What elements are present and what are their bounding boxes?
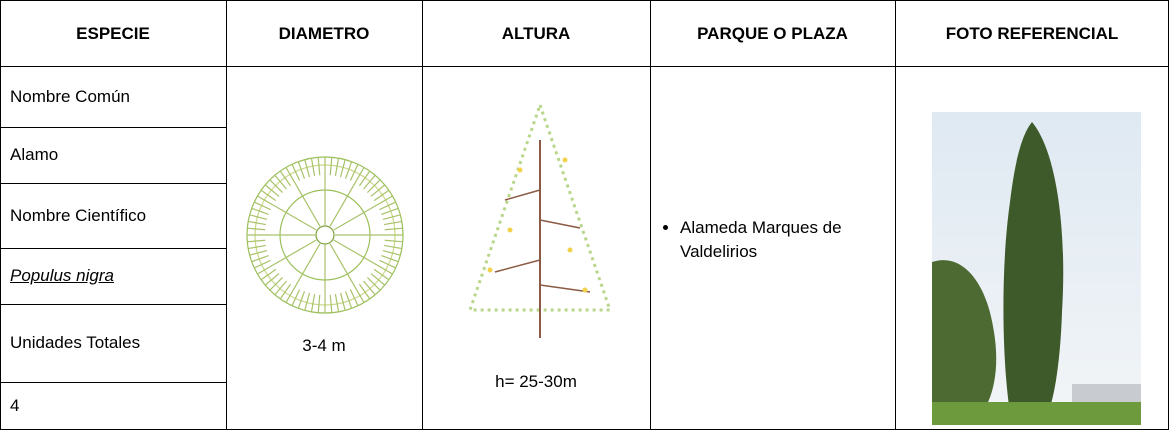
crown-stroke bbox=[333, 195, 393, 231]
crown-stroke bbox=[260, 189, 277, 202]
crown-stroke bbox=[304, 292, 311, 311]
crown-stroke bbox=[333, 239, 393, 275]
park-list: Alameda Marques de Valdelirios bbox=[650, 216, 920, 264]
crown-stroke bbox=[257, 239, 317, 275]
crown-stroke bbox=[310, 293, 316, 312]
crown-stroke bbox=[344, 291, 353, 309]
crown-stroke bbox=[339, 292, 346, 311]
crown-stroke bbox=[363, 280, 376, 296]
header-cell: ESPECIE bbox=[76, 23, 150, 43]
crown-stroke bbox=[254, 259, 271, 269]
crown-stroke bbox=[248, 220, 267, 226]
crown-stroke bbox=[379, 259, 396, 269]
crown-stroke bbox=[381, 207, 399, 216]
crown-stroke bbox=[373, 268, 390, 281]
crown-stroke bbox=[367, 277, 381, 291]
crown-stroke bbox=[370, 184, 386, 197]
crown-stroke bbox=[254, 201, 271, 211]
reference-photo bbox=[932, 112, 1141, 425]
crown-stroke bbox=[329, 167, 365, 227]
crown-stroke bbox=[334, 158, 340, 177]
crown-stroke bbox=[248, 244, 267, 250]
units-label: Unidades Totales bbox=[10, 333, 141, 352]
crown-stroke bbox=[358, 170, 371, 187]
crown-stroke bbox=[285, 167, 321, 227]
crown-stroke bbox=[264, 273, 280, 286]
crown-stroke bbox=[264, 184, 280, 197]
crown-stroke bbox=[251, 207, 269, 216]
crown-stroke bbox=[384, 239, 403, 243]
crown-stroke bbox=[349, 289, 359, 306]
crown-stroke bbox=[297, 291, 306, 309]
crown-stroke bbox=[382, 214, 401, 221]
crown-stroke bbox=[358, 283, 371, 300]
diameter: 3-4 m bbox=[302, 336, 346, 355]
scientific-name-label: Nombre Científico bbox=[10, 205, 147, 225]
crown-plan-drawing bbox=[246, 156, 404, 314]
crown-stroke bbox=[274, 174, 287, 190]
crown-stroke bbox=[379, 201, 396, 211]
crown-stroke bbox=[251, 254, 269, 263]
crown-stroke bbox=[334, 293, 340, 312]
crown-stroke bbox=[363, 174, 376, 190]
scientific-name: Populus nigra bbox=[10, 266, 114, 285]
crown-stroke bbox=[247, 227, 266, 231]
crown-stroke bbox=[297, 161, 306, 179]
crown-stroke bbox=[383, 220, 402, 226]
crown-stroke bbox=[370, 273, 386, 286]
crown-stroke bbox=[382, 249, 401, 256]
crown-stroke bbox=[317, 294, 321, 313]
crown-stroke bbox=[304, 159, 311, 178]
crown-stroke bbox=[274, 280, 287, 296]
crown-stroke bbox=[349, 164, 359, 181]
crown-stroke bbox=[247, 239, 266, 243]
crown-stroke bbox=[344, 161, 353, 179]
crown-stroke bbox=[383, 244, 402, 250]
header-cell: DIAMETRO bbox=[278, 23, 370, 43]
crown-stroke bbox=[329, 243, 365, 303]
crown-stroke bbox=[329, 294, 333, 313]
common-name-label: Nombre Común bbox=[10, 87, 130, 106]
header-cell: ALTURA bbox=[501, 23, 571, 43]
crown-stroke bbox=[279, 170, 292, 187]
crown-stroke bbox=[249, 214, 268, 221]
header-cell: PARQUE O PLAZA bbox=[697, 23, 848, 43]
crown-stroke bbox=[291, 289, 301, 306]
crown-stroke bbox=[257, 195, 317, 231]
crown-stroke bbox=[373, 189, 390, 202]
crown-stroke bbox=[260, 268, 277, 281]
crown-stroke bbox=[329, 157, 333, 176]
header-cell: FOTO REFERENCIAL bbox=[945, 23, 1119, 43]
crown-stroke bbox=[339, 159, 346, 178]
crown-stroke bbox=[249, 249, 268, 256]
park-item: Alameda Marques de Valdelirios bbox=[680, 216, 920, 264]
crown-stroke bbox=[285, 243, 321, 303]
crown-stroke bbox=[384, 227, 403, 231]
crown-stroke bbox=[310, 158, 316, 177]
crown-stroke bbox=[317, 157, 321, 176]
crown-stroke bbox=[291, 164, 301, 181]
units: 4 bbox=[10, 395, 20, 415]
crown-stroke bbox=[269, 277, 283, 291]
crown-stroke bbox=[367, 179, 381, 193]
height: h= 25-30m bbox=[495, 372, 577, 391]
crown-stroke bbox=[269, 179, 283, 193]
common-name: Alamo bbox=[10, 145, 59, 164]
tree-elevation-drawing bbox=[467, 100, 613, 338]
crown-stroke bbox=[381, 254, 399, 263]
crown-stroke bbox=[279, 283, 292, 300]
